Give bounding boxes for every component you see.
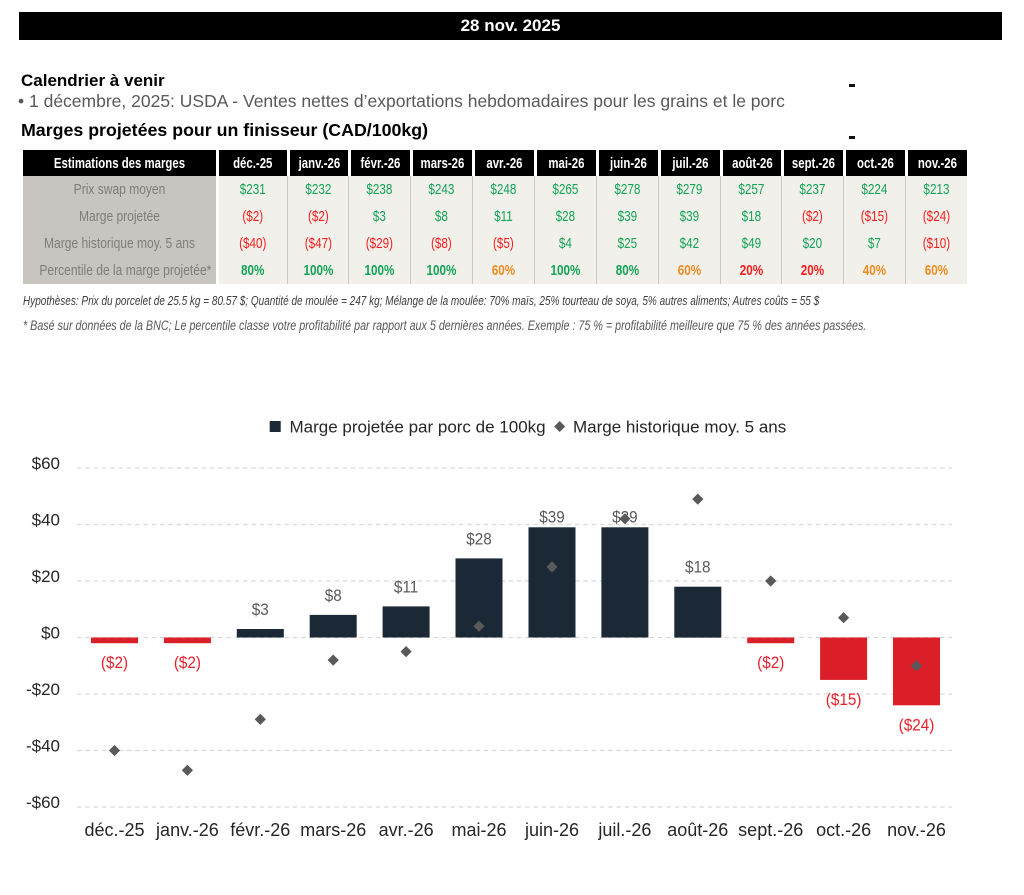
svg-text:nov.-26: nov.-26 <box>887 820 946 840</box>
svg-text:Marge historique moy. 5 ans: Marge historique moy. 5 ans <box>573 418 786 437</box>
svg-text:($2): ($2) <box>101 653 128 672</box>
svg-text:($15): ($15) <box>826 690 862 709</box>
svg-text:oct.-26: oct.-26 <box>816 820 871 840</box>
svg-text:mai-26: mai-26 <box>451 820 506 840</box>
svg-text:mars-26: mars-26 <box>300 820 366 840</box>
svg-text:$28: $28 <box>466 530 492 549</box>
svg-text:août-26: août-26 <box>667 820 728 840</box>
svg-text:$8: $8 <box>325 586 342 605</box>
svg-text:$3: $3 <box>252 600 269 619</box>
svg-text:$0: $0 <box>41 624 60 643</box>
svg-text:-$20: -$20 <box>26 680 60 699</box>
svg-text:($2): ($2) <box>174 653 201 672</box>
svg-text:$40: $40 <box>32 511 60 530</box>
svg-text:janv.-26: janv.-26 <box>155 820 219 840</box>
svg-text:-$60: -$60 <box>26 793 60 812</box>
svg-text:($2): ($2) <box>757 653 784 672</box>
svg-text:$20: $20 <box>32 567 60 586</box>
svg-text:Marge projetée par porc de 100: Marge projetée par porc de 100kg <box>290 418 546 437</box>
svg-text:$60: $60 <box>32 454 60 473</box>
svg-text:-$40: -$40 <box>26 737 60 756</box>
svg-text:$18: $18 <box>685 558 711 577</box>
svg-text:juin-26: juin-26 <box>524 820 579 840</box>
svg-text:$39: $39 <box>539 508 565 527</box>
svg-text:($24): ($24) <box>899 716 935 735</box>
svg-text:sept.-26: sept.-26 <box>738 820 803 840</box>
svg-text:déc.-25: déc.-25 <box>84 820 144 840</box>
svg-text:avr.-26: avr.-26 <box>379 820 434 840</box>
svg-text:juil.-26: juil.-26 <box>597 820 651 840</box>
svg-text:févr.-26: févr.-26 <box>230 820 290 840</box>
svg-text:$11: $11 <box>394 578 418 597</box>
